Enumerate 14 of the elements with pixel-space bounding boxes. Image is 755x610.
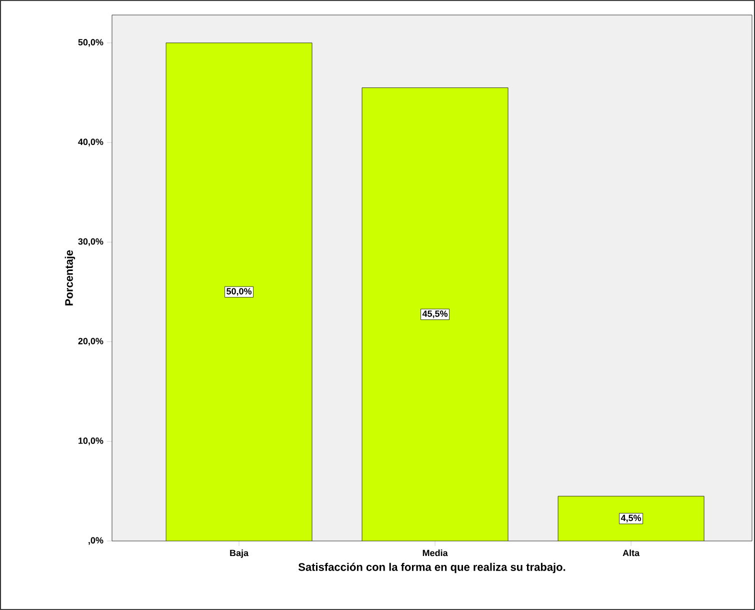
y-tick-label: 10,0% <box>78 438 104 446</box>
y-tick-label: 30,0% <box>78 238 104 246</box>
x-tick-label: Baja <box>230 550 249 558</box>
x-tick-label: Media <box>422 550 448 556</box>
data-label: 45,5% <box>422 310 448 318</box>
data-label: 4,5% <box>620 514 642 522</box>
y-tick-label: ,0% <box>88 537 104 545</box>
y-axis-title: Porcentaje <box>64 250 76 306</box>
x-tick-label: Alta <box>622 550 640 556</box>
data-label: 50,0% <box>226 288 252 296</box>
y-tick-label: 20,0% <box>78 338 104 346</box>
y-tick-label: 50,0% <box>78 39 104 47</box>
x-axis-title: Satisfacción con la forma en que realiza su trabajo. <box>298 562 566 574</box>
y-tick-label: 40,0% <box>78 138 104 146</box>
